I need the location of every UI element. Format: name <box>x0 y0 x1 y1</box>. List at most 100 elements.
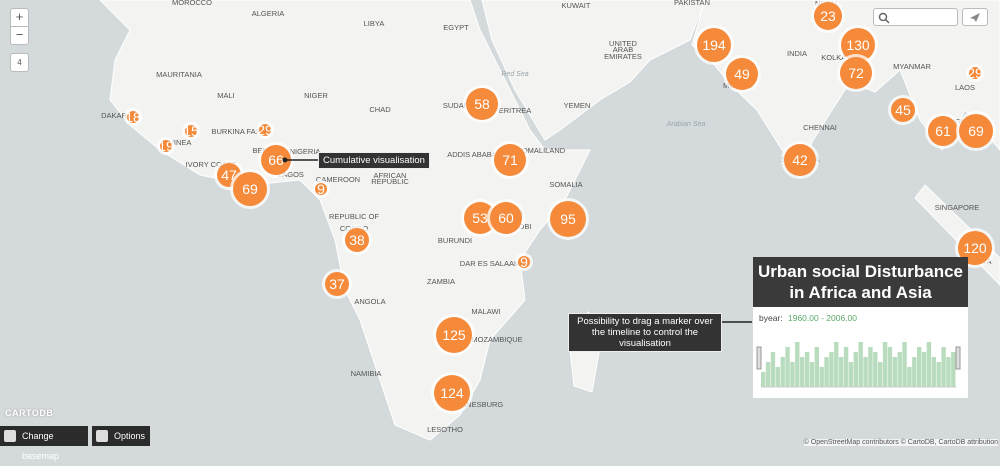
histogram-bar <box>834 342 839 387</box>
place-label: EMIRATES <box>604 52 642 61</box>
cluster-marker[interactable] <box>958 231 992 265</box>
cluster-marker[interactable] <box>891 98 915 122</box>
cluster-marker[interactable] <box>550 201 586 237</box>
cluster-count: 42 <box>792 152 808 168</box>
cluster-marker[interactable] <box>261 145 291 175</box>
histogram-bar <box>912 357 917 387</box>
range-label: 1960.00 - 2006.00 <box>788 313 858 323</box>
place-label: CAMEROON <box>316 175 360 184</box>
place-label: INDIA <box>787 49 807 58</box>
place-label: KUWAIT <box>562 1 591 10</box>
cluster-marker[interactable] <box>969 67 981 79</box>
histogram-bar <box>770 352 776 387</box>
place-label: UNITED <box>609 39 638 48</box>
cluster-marker[interactable] <box>436 317 472 353</box>
cluster-marker[interactable] <box>434 375 470 411</box>
place-label: ERITREA <box>499 106 532 115</box>
range-handle[interactable] <box>756 346 762 370</box>
histogram-bar <box>863 357 868 387</box>
cluster-marker[interactable] <box>259 124 271 136</box>
arabia <box>481 0 706 141</box>
field-row: byear: 1960.00 - 2006.00 <box>759 313 857 323</box>
histogram-bar <box>853 352 858 387</box>
cluster-count: 45 <box>895 102 911 118</box>
cluster-marker[interactable] <box>127 111 139 123</box>
place-label: LESOTHO <box>427 425 463 434</box>
cluster-count: 15 <box>183 123 199 139</box>
place-label: NIGERIA <box>290 147 321 156</box>
histogram-bar <box>843 347 849 387</box>
search-icon <box>878 12 890 24</box>
cluster-marker[interactable] <box>160 140 172 152</box>
cluster-count: 124 <box>440 385 464 401</box>
cluster-count: 72 <box>848 65 864 81</box>
histogram-bar <box>775 367 780 387</box>
zoom-level: 4 <box>10 53 29 72</box>
cluster-marker[interactable] <box>840 57 872 89</box>
place-label: LAGOS <box>278 170 304 179</box>
search-box[interactable] <box>873 8 958 26</box>
field-label: byear: <box>759 313 783 323</box>
cluster-marker[interactable] <box>315 183 327 195</box>
histogram-bar <box>892 357 897 387</box>
histogram-bar <box>780 357 785 387</box>
cluster-marker[interactable] <box>490 202 522 234</box>
histogram-bar <box>839 357 844 387</box>
place-label: ARAB <box>613 45 633 54</box>
share-button[interactable] <box>962 8 988 26</box>
cluster-marker[interactable] <box>494 144 526 176</box>
cluster-marker[interactable] <box>726 58 758 90</box>
cluster-marker[interactable] <box>959 114 993 148</box>
cluster-marker[interactable] <box>928 116 958 146</box>
histogram-bar <box>882 342 888 387</box>
cluster-marker[interactable] <box>697 28 731 62</box>
cluster-marker[interactable] <box>185 125 197 137</box>
histogram-bar <box>800 357 805 387</box>
cluster-marker[interactable] <box>466 88 498 120</box>
histogram-bar <box>887 347 893 387</box>
options-button[interactable]: Options <box>92 426 150 446</box>
place-label: MALAWI <box>471 307 500 316</box>
histogram-bar <box>795 342 800 387</box>
histogram-bar <box>902 342 907 387</box>
cluster-marker[interactable] <box>233 172 267 206</box>
attribution: © OpenStreetMap contributors © CartoDB, … <box>803 439 998 446</box>
cluster-marker[interactable] <box>464 202 496 234</box>
cluster-marker[interactable] <box>345 228 369 252</box>
cluster-marker[interactable] <box>325 272 349 296</box>
place-label: LAOS <box>955 83 975 92</box>
histogram-bar <box>858 342 863 387</box>
place-label: MALI <box>217 91 235 100</box>
place-label: ZAMBIA <box>427 277 455 286</box>
annotation: Cumulative visualisation <box>318 152 430 169</box>
histogram-bar <box>936 362 941 387</box>
cluster-marker[interactable] <box>518 256 530 268</box>
map[interactable]: MOROCCOALGERIALIBYAEGYPTKUWAITPAKISTANNE… <box>0 0 1000 447</box>
place-label: IVORY COAST <box>186 160 237 169</box>
place-label: DAKAR <box>101 111 127 120</box>
zoom-in[interactable]: + <box>10 8 29 27</box>
place-label: YEMEN <box>564 101 591 110</box>
histogram-bar <box>917 347 922 387</box>
histogram-bar <box>897 352 902 387</box>
cluster-count: 125 <box>442 327 466 343</box>
cluster-marker[interactable] <box>841 28 875 62</box>
annotation-dot <box>282 157 288 163</box>
histogram-bar <box>761 372 766 387</box>
place-label: ALGERIA <box>252 9 285 18</box>
place-label: CHENNAI <box>803 123 837 132</box>
histogram-bar <box>926 342 932 387</box>
cluster-count: 66 <box>268 152 284 168</box>
cluster-marker[interactable] <box>814 2 842 30</box>
cluster-marker[interactable] <box>784 144 816 176</box>
histogram[interactable] <box>753 307 968 398</box>
basemap-button[interactable]: Change basemap <box>0 426 88 461</box>
place-label: JOHANNESBURG <box>441 400 504 409</box>
range-handle[interactable] <box>955 346 961 370</box>
cluster-count: 120 <box>963 240 987 256</box>
place-label: ANGOLA <box>354 297 385 306</box>
histogram-bar <box>814 347 819 387</box>
place-label: MOZAMBIQUE <box>471 335 522 344</box>
zoom-out[interactable]: − <box>10 26 29 45</box>
